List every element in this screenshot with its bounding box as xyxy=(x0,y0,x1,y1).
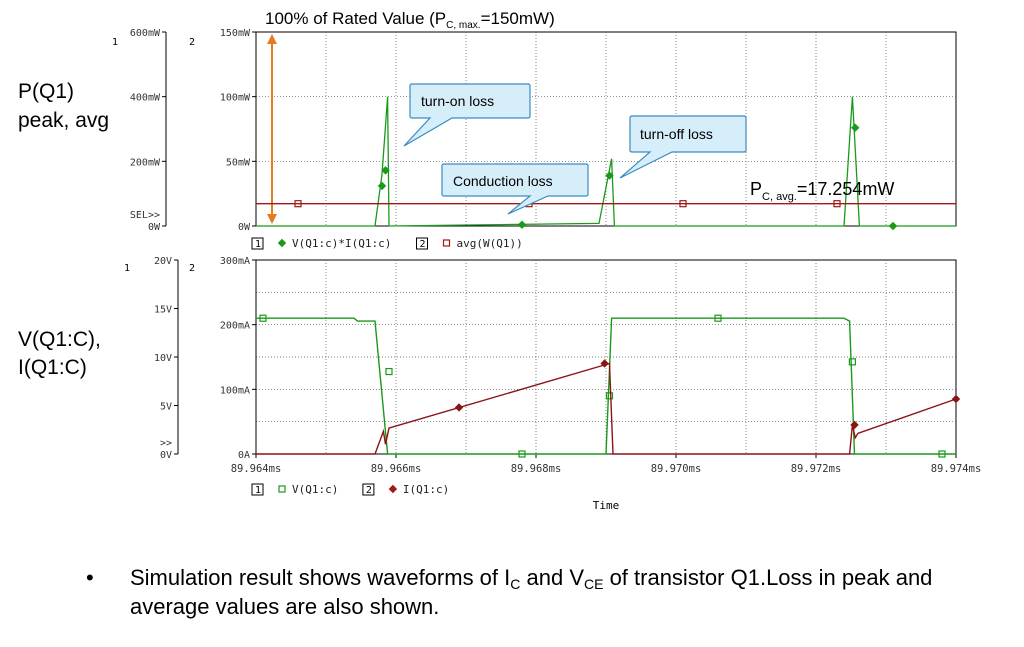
legend-label: I(Q1:c) xyxy=(403,483,449,496)
top-plot-legend: 1 V(Q1:c)*I(Q1:c) 2 avg(W(Q1)) xyxy=(251,237,523,250)
axis-tick-label: 50mW xyxy=(226,157,251,168)
axis-tick-label: 0W xyxy=(238,222,251,233)
axis-tick-label: 400mW xyxy=(130,93,161,104)
axis-tick-label: 600mW xyxy=(130,28,161,39)
series-point xyxy=(518,450,526,458)
series-point xyxy=(454,403,464,412)
callout-conduction-label: Conduction loss xyxy=(453,173,553,189)
series-point xyxy=(294,200,302,208)
bottom-axis2: 300mA 200mA 100mA 0A xyxy=(220,256,257,461)
top-axis1-id: 1 xyxy=(112,37,118,48)
axis-tick-label: 100mW xyxy=(220,93,251,104)
axis-tick-label: 200mA xyxy=(220,321,250,332)
bottom-side-label-2: I(Q1:C) xyxy=(18,356,87,379)
legend-box xyxy=(251,237,264,250)
callout-turn-off: turn-off loss xyxy=(619,115,747,179)
axis-tick-label: 10V xyxy=(154,353,172,364)
series-point xyxy=(850,420,859,430)
axis-tick-label: 0A xyxy=(238,450,250,461)
series-point xyxy=(385,367,393,376)
axis-tick-label: 20V xyxy=(154,256,172,267)
bottom-axis1: 20V 15V 10V 5V 0V>> xyxy=(154,256,179,461)
series-point xyxy=(833,200,841,208)
legend-marker xyxy=(277,238,287,248)
axis-tick-label: 150mW xyxy=(220,28,251,39)
legend-marker xyxy=(278,485,286,493)
callout-turn-on-label: turn-on loss xyxy=(421,93,494,109)
series-point xyxy=(714,314,722,322)
callout-turn-on: turn-on loss xyxy=(403,83,531,147)
series-point xyxy=(381,166,390,175)
x-axis-tick-label: 89.966ms xyxy=(371,463,422,475)
avg-power-label: PC, avg.=17.254mW xyxy=(750,179,894,203)
series-point xyxy=(517,220,527,229)
summary-text: Simulation result shows waveforms of IC … xyxy=(130,565,933,619)
legend-box-number: 2 xyxy=(366,485,372,496)
bottom-plot-grid xyxy=(256,260,956,454)
top-plot-heading: 100% of Rated Value (PC, max.=150mW) xyxy=(265,9,555,31)
legend-marker xyxy=(442,239,451,247)
x-axis-tick-label: 89.964ms xyxy=(231,463,282,475)
rated-value-arrow xyxy=(267,34,277,224)
bottom-plot-series xyxy=(256,314,961,458)
bottom-axis2-id: 2 xyxy=(189,263,195,274)
axis-tick-label: 5V xyxy=(160,402,172,413)
axis-tick-label: 200mW xyxy=(130,157,161,168)
bottom-side-label-1: V(Q1:C), xyxy=(18,328,101,351)
axis-selector: SEL>> xyxy=(130,210,160,221)
top-axis2-id: 2 xyxy=(189,37,195,48)
x-axis-title: Time xyxy=(593,499,620,512)
series-point xyxy=(850,123,860,132)
series-point xyxy=(938,450,946,458)
legend-label: avg(W(Q1)) xyxy=(457,237,523,250)
axis-selector: >> xyxy=(160,438,172,449)
legend-box-number: 2 xyxy=(420,239,426,250)
legend-box-number: 1 xyxy=(255,239,261,250)
series-point xyxy=(259,314,267,322)
bullet-symbol: • xyxy=(86,565,94,590)
callout-turn-off-label: turn-off loss xyxy=(640,126,713,142)
series-line xyxy=(256,362,957,455)
series-point xyxy=(951,394,961,404)
x-axis-tick-label: 89.974ms xyxy=(931,463,982,475)
callout-conduction: Conduction loss xyxy=(441,163,589,215)
axis-tick-label: 100mA xyxy=(220,385,250,396)
x-axis-tick-label: 89.968ms xyxy=(511,463,562,475)
series-point xyxy=(605,392,614,400)
axis-tick-label: 0W xyxy=(148,222,161,233)
top-side-label-2: peak, avg xyxy=(18,109,109,132)
x-axis-tick-label: 89.970ms xyxy=(651,463,702,475)
top-side-label-1: P(Q1) xyxy=(18,80,74,103)
legend-box-number: 1 xyxy=(255,485,261,496)
legend-box xyxy=(416,237,428,250)
series-point xyxy=(605,171,614,180)
x-axis-tick-label: 89.972ms xyxy=(791,463,842,475)
top-plot: 100% of Rated Value (PC, max.=150mW) P(Q… xyxy=(18,9,957,250)
legend-label: V(Q1:c) xyxy=(292,483,338,496)
axis-tick-label: 15V xyxy=(154,305,172,316)
top-axis2: 150mW 100mW 50mW 0W xyxy=(220,28,257,233)
legend-label: V(Q1:c)*I(Q1:c) xyxy=(292,237,391,250)
top-plot-series xyxy=(256,96,956,231)
series-point xyxy=(600,359,609,368)
bottom-axis1-id: 1 xyxy=(124,263,130,274)
series-point xyxy=(377,181,387,191)
series-point xyxy=(848,358,857,366)
bottom-plot: V(Q1:C), I(Q1:C) 1 2 20V 15V 10V 5V 0V>> 300… xyxy=(18,256,981,512)
series-point xyxy=(888,221,898,231)
bottom-plot-legend: 1 V(Q1:c) 2 I(Q1:c) xyxy=(251,483,449,496)
legend-box xyxy=(251,483,264,496)
legend-marker xyxy=(388,484,398,494)
legend-box xyxy=(362,483,375,496)
axis-tick-label: 0V xyxy=(160,450,172,461)
series-point xyxy=(679,200,687,208)
axis-tick-label: 300mA xyxy=(220,256,250,267)
bottom-x-axis: 89.964ms 89.966ms 89.968ms 89.970ms 89.972ms… xyxy=(231,454,982,475)
